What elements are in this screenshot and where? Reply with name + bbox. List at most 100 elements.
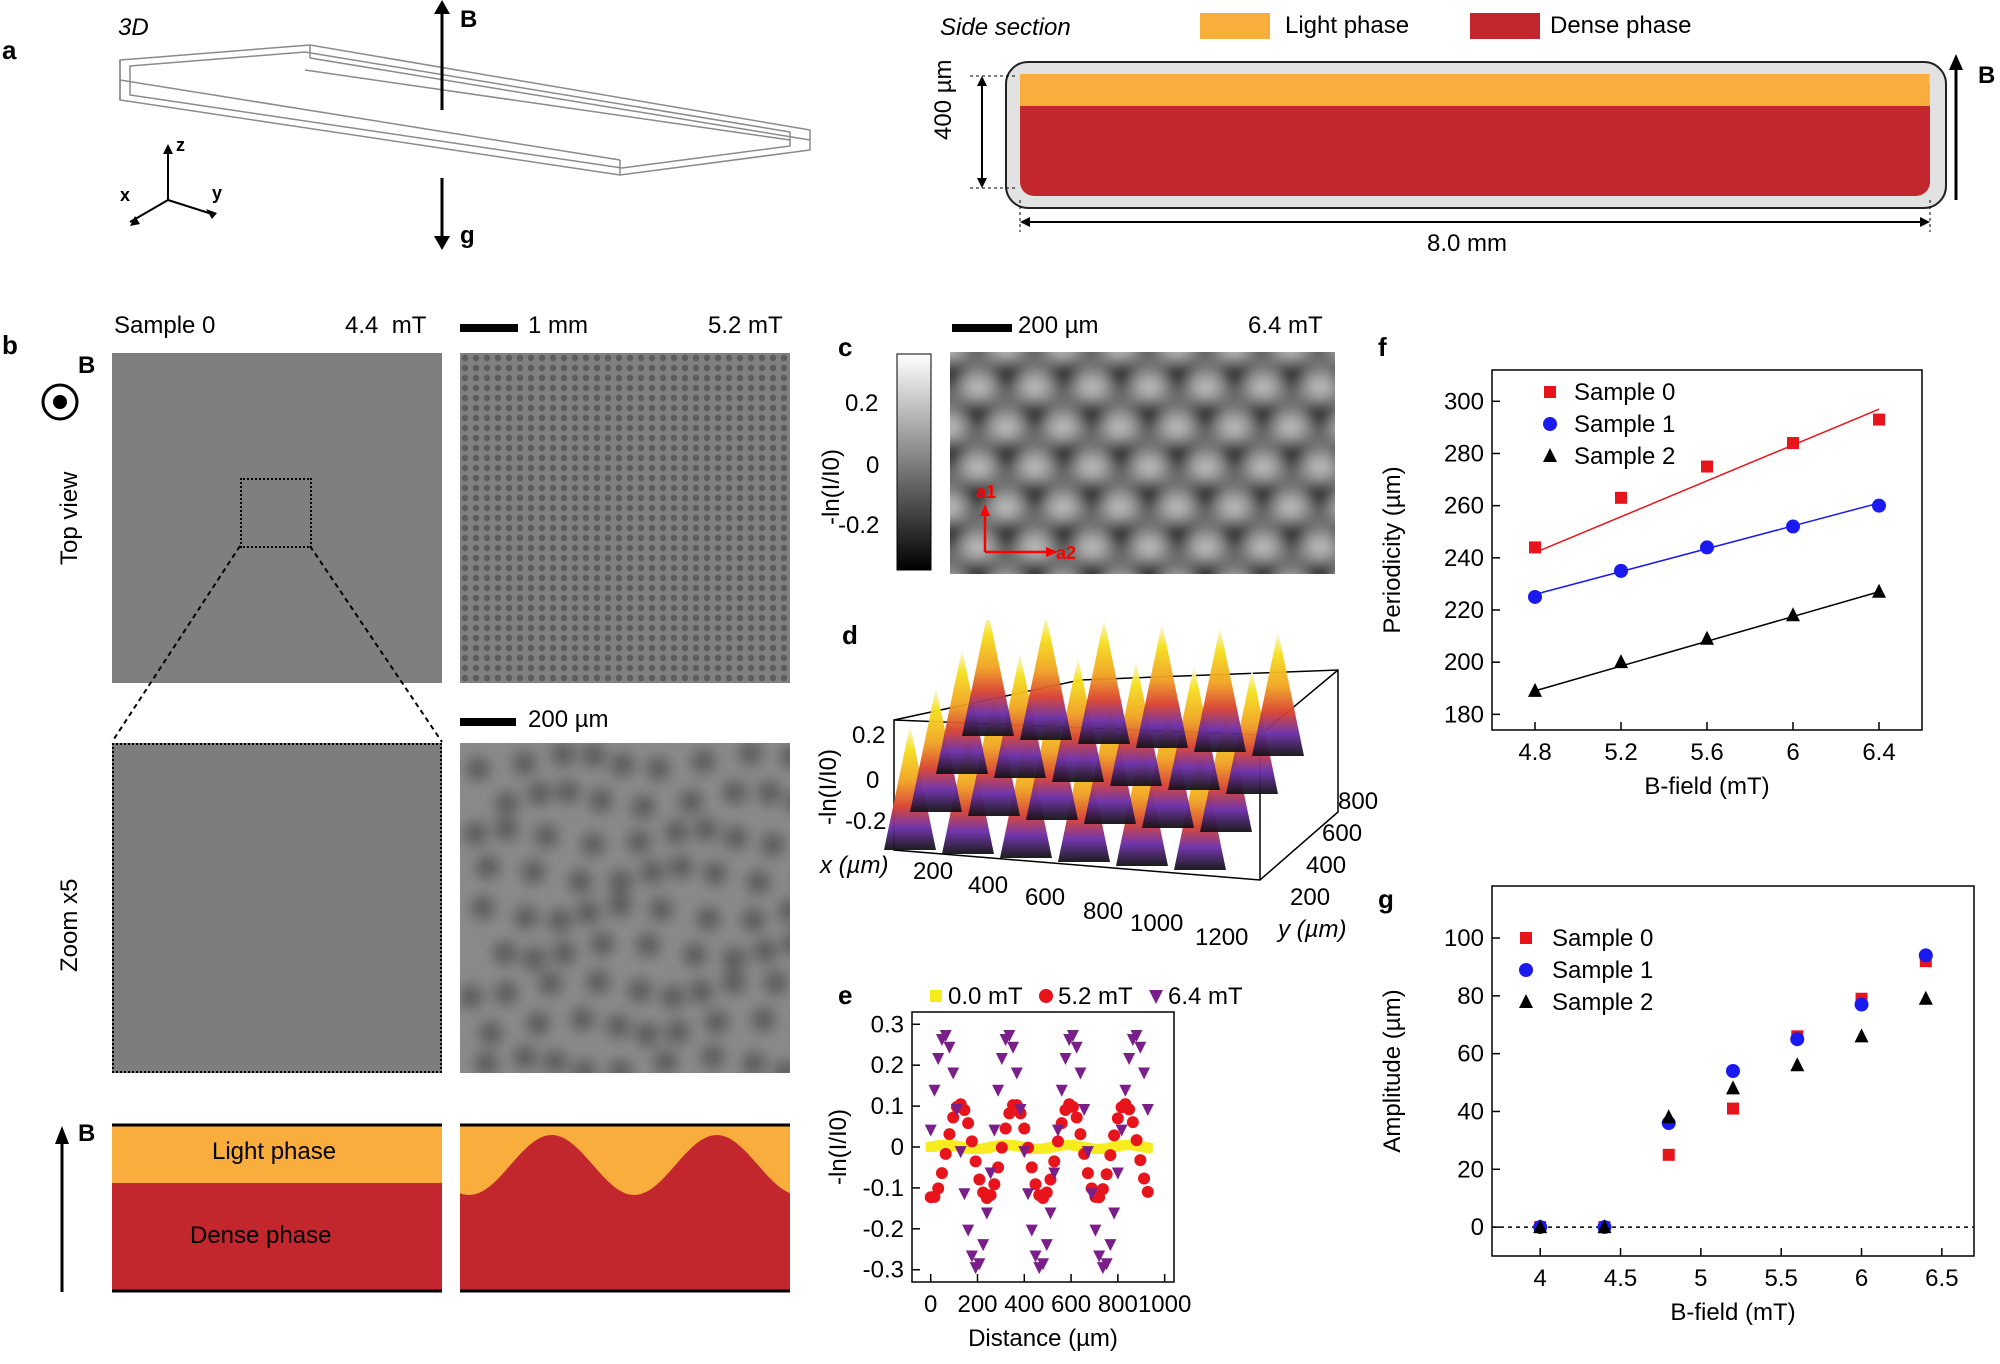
chart-f: 4.8 5.2 5.6 6 6.4 180 200 220 240 260 280 300 B-fiel… xyxy=(1379,369,1923,800)
colorbar-tick-1: 0 xyxy=(866,452,880,479)
legend-label-0: Sample 0 xyxy=(1574,379,1675,406)
legend-light-swatch xyxy=(1200,13,1270,39)
data-point-2 xyxy=(932,1053,945,1066)
height-400um-label: 400 µm xyxy=(930,59,957,140)
scale-1mm-label: 1 mm xyxy=(528,312,588,339)
data-point-1 xyxy=(1096,1183,1109,1196)
y-tick-label: 0 xyxy=(891,1134,904,1161)
data-point-2 xyxy=(1018,1146,1031,1159)
panel-label-f: f xyxy=(1378,332,1387,362)
data-point-2 xyxy=(1081,1146,1094,1159)
data-point-1 xyxy=(1111,1112,1124,1125)
data-point-1 xyxy=(1141,1185,1154,1198)
d-y-tick-2: 600 xyxy=(1322,820,1363,847)
y-tick-label: 260 xyxy=(1444,493,1484,520)
d-z-tick-1: 0 xyxy=(866,767,880,794)
y-axis-label: Periodicity (µm) xyxy=(1379,466,1406,633)
label-3d: 3D xyxy=(118,14,149,41)
data-point-1 xyxy=(1040,1186,1053,1199)
data-point-1 xyxy=(1918,948,1933,963)
data-point-2 xyxy=(928,1084,941,1097)
panel-label-d: d xyxy=(842,620,858,650)
data-point-2 xyxy=(1048,1167,1061,1180)
x-tick-label: 4 xyxy=(1534,1265,1547,1292)
b-symbol-label: B xyxy=(78,352,96,379)
data-point-1 xyxy=(947,1111,960,1124)
b-out-of-plane-icon xyxy=(41,383,79,421)
b-arrow-head xyxy=(434,0,450,14)
data-point-1 xyxy=(988,1178,1001,1191)
data-point-1 xyxy=(1790,1032,1805,1047)
data-point-2 xyxy=(1074,1067,1087,1080)
data-point-2 xyxy=(992,1084,1005,1097)
x-tick-label: 5.2 xyxy=(1604,739,1637,766)
data-point-2 xyxy=(1025,1224,1038,1237)
data-point-2 xyxy=(1010,1067,1023,1080)
y-tick-label: 0.1 xyxy=(871,1093,904,1120)
data-point-2 xyxy=(1123,1053,1136,1066)
data-point-1 xyxy=(984,1189,997,1202)
x-axis-label: B-field (mT) xyxy=(1644,773,1769,800)
data-point-1 xyxy=(1528,589,1542,604)
panel-label-e: e xyxy=(838,980,853,1010)
data-point-1 xyxy=(965,1135,978,1148)
data-point-2 xyxy=(939,1029,952,1042)
data-point-2 xyxy=(1661,1109,1676,1124)
colorbar xyxy=(896,353,932,571)
side-section-diagram xyxy=(970,54,1963,232)
width-8mm-label: 8.0 mm xyxy=(1427,230,1508,257)
y-tick-label: -0.2 xyxy=(863,1216,904,1243)
y-tick-label: 0.3 xyxy=(871,1011,904,1038)
data-point-2 xyxy=(1533,1219,1548,1234)
data-point-2 xyxy=(1790,1057,1805,1072)
data-point-2 xyxy=(1055,1084,1068,1097)
data-point-1 xyxy=(1130,1134,1143,1147)
side-section-label: Side section xyxy=(940,14,1071,41)
data-point-1 xyxy=(1108,1129,1121,1142)
chart-e: 0.0 mT 5.2 mT 6.4 mT 0 200 400 600 800 1000 0.3 0… xyxy=(825,983,1243,1352)
row-zoom-label: Zoom x5 xyxy=(56,878,83,972)
d-x-tick-1: 400 xyxy=(968,872,1009,899)
legend-label-1: Sample 1 xyxy=(1574,411,1675,438)
y-tick-label: 80 xyxy=(1457,983,1484,1010)
data-point-1 xyxy=(1048,1155,1061,1168)
data-point-2 xyxy=(954,1146,967,1159)
y-tick-label: 240 xyxy=(1444,545,1484,572)
legend-marker-1 xyxy=(1039,989,1053,1003)
panel-label-g: g xyxy=(1378,884,1394,914)
d-y-tick-3: 800 xyxy=(1338,788,1379,815)
data-point-2 xyxy=(1104,1239,1117,1252)
y-tick-label: 220 xyxy=(1444,597,1484,624)
data-point-0 xyxy=(1142,1142,1153,1153)
d-x-tick-5: 1200 xyxy=(1195,924,1249,951)
data-point-1 xyxy=(1126,1116,1139,1129)
data-point-2 xyxy=(1614,654,1628,669)
row-top-view-label: Top view xyxy=(56,471,83,565)
data-point-2 xyxy=(1078,1103,1091,1116)
legend-marker-2 xyxy=(1519,994,1533,1008)
legend-marker-0 xyxy=(1520,932,1532,944)
colorbar-tick-2: -0.2 xyxy=(838,512,880,539)
axis-y-label: y xyxy=(212,183,223,203)
data-point-2 xyxy=(1037,1258,1049,1271)
colorbar-label: -ln(I/I0) xyxy=(818,448,845,525)
legend-label-2: Sample 2 xyxy=(1552,989,1653,1016)
panel-label-c: c xyxy=(838,332,853,362)
y-tick-label: 300 xyxy=(1444,388,1484,415)
y-tick-label: 200 xyxy=(1444,649,1484,676)
chart-g: 4 4.5 5 5.5 6 6.5 0 20 40 60 80 100 B-field (mT) Ampl… xyxy=(1379,885,1975,1326)
scale-bar-1mm xyxy=(460,324,518,332)
data-point-2 xyxy=(973,1258,986,1271)
data-point-2 xyxy=(1726,1080,1740,1095)
data-point-2 xyxy=(950,1103,963,1116)
data-point-1 xyxy=(995,1141,1008,1154)
data-point-2 xyxy=(958,1188,971,1201)
d-y-tick-1: 400 xyxy=(1306,852,1347,879)
zoom-44mt-image xyxy=(112,743,442,1073)
lattice-image-c: a1 a2 xyxy=(950,352,1335,574)
b-right-label: B xyxy=(1978,62,1996,89)
data-point-1 xyxy=(1051,1135,1064,1148)
zoom-box xyxy=(240,478,312,548)
legend-label-0: 0.0 mT xyxy=(948,983,1023,1010)
data-point-2 xyxy=(1007,1041,1020,1054)
